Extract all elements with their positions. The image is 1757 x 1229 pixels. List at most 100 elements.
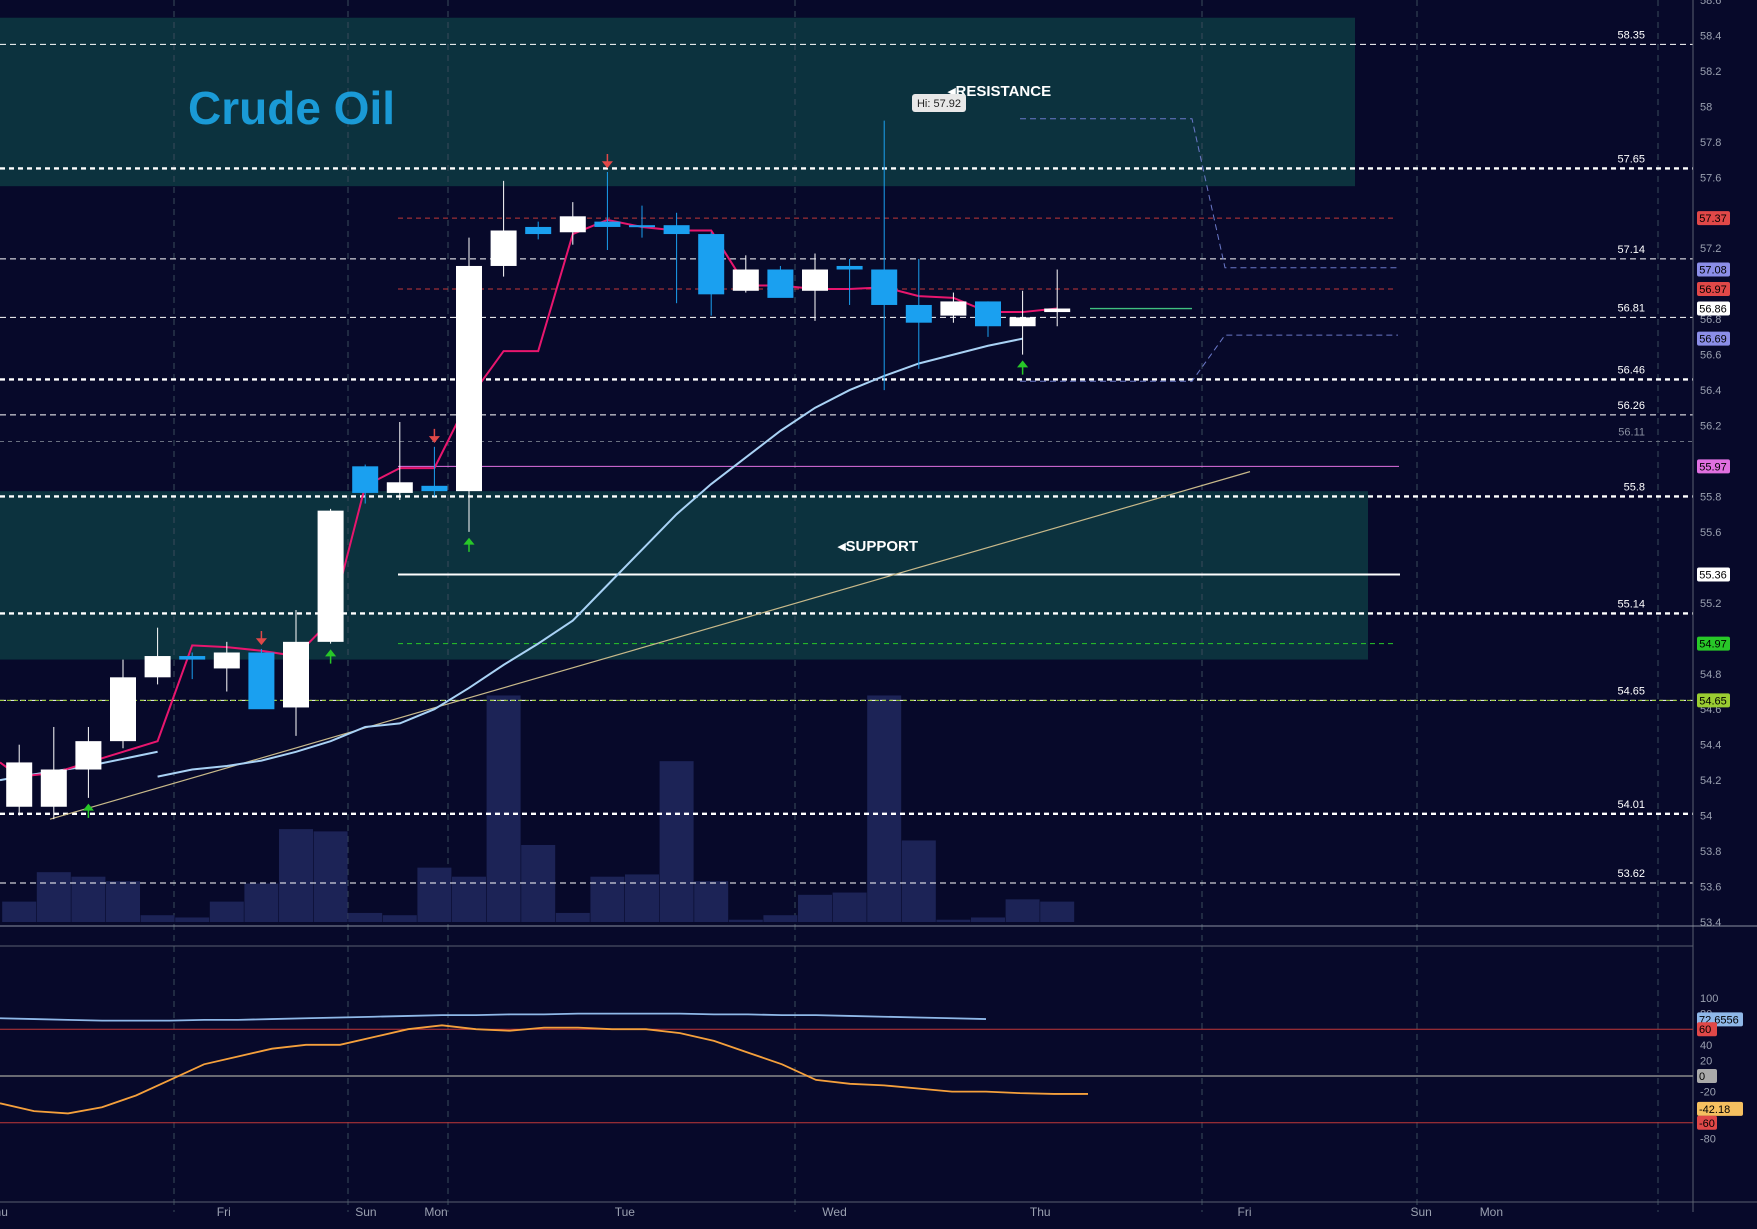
price-tag-box: [1697, 459, 1730, 474]
volume-bar: [590, 876, 625, 922]
candle-body: [386, 482, 413, 493]
oscillator-tick-label: 40: [1700, 1040, 1712, 1052]
candle-body: [629, 225, 655, 228]
price-tag-label: 56.86: [1699, 304, 1727, 316]
buy-signal-arrow: [1017, 360, 1029, 375]
volume-bar: [694, 881, 729, 922]
volume-bar: [209, 901, 244, 922]
oscillator-tag-label: -42.18: [1699, 1104, 1730, 1116]
price-tag-box: [1697, 301, 1730, 316]
candle-body: [594, 221, 621, 227]
oscillator-tick-label: 100: [1700, 993, 1718, 1005]
sma-line: [157, 337, 1023, 778]
price-tag-label: 56.69: [1699, 334, 1727, 346]
candle-body: [732, 269, 759, 291]
volume-bar: [1005, 899, 1040, 922]
price-tick-label: 58: [1700, 101, 1712, 113]
volume-bar: [348, 912, 383, 922]
buy-signal-arrow: [325, 649, 337, 664]
level-label: 56.26: [1617, 400, 1645, 412]
volume-bar: [417, 867, 452, 922]
price-tick-label: 53.4: [1700, 917, 1721, 929]
oscillator-tag-label: -60: [1699, 1118, 1715, 1130]
time-axis-label: Tue: [615, 1205, 636, 1219]
volume-bar: [71, 876, 106, 922]
oscillator-tick-label: -80: [1700, 1133, 1716, 1145]
price-tick-label: 54: [1700, 811, 1712, 823]
price-tag-box: [1697, 282, 1730, 297]
candle-body: [1009, 317, 1036, 327]
stochastic-line: [0, 1024, 1088, 1115]
volume-bar: [555, 912, 590, 922]
rsi-line: [0, 1012, 987, 1022]
level-label: 58.35: [1617, 29, 1645, 41]
candle-body: [871, 269, 898, 305]
candle-body: [802, 269, 828, 291]
volume-bar: [901, 840, 936, 922]
price-tag-box: [1697, 636, 1730, 651]
volume-bar: [832, 892, 867, 922]
candle-body: [40, 769, 67, 807]
price-tick-label: 58.4: [1700, 30, 1721, 42]
price-tick-label: 55.2: [1700, 598, 1721, 610]
time-axis-label: Mon: [1480, 1205, 1503, 1219]
price-tick-label: 53.6: [1700, 882, 1721, 894]
volume-bar: [175, 917, 210, 922]
volume-bar: [763, 915, 798, 922]
high-tag-label: Hi: 57.92: [917, 98, 961, 110]
projection-upper-line: [1020, 118, 1398, 269]
candle-body: [110, 677, 136, 742]
price-tick-label: 56.2: [1700, 421, 1721, 433]
price-tag-label: 57.08: [1699, 265, 1727, 277]
price-tick-label: 54.8: [1700, 669, 1721, 681]
candle-body: [663, 225, 690, 235]
price-tag-box: [1697, 331, 1730, 346]
price-tick-label: 56.4: [1700, 385, 1721, 397]
time-axis-label: Wed: [822, 1205, 846, 1219]
chart-title: Crude Oil: [188, 82, 395, 134]
oscillator-tag-label: 0: [1699, 1071, 1705, 1083]
candle-body: [6, 762, 33, 807]
price-tick-label: 55.6: [1700, 527, 1721, 539]
candle-body: [144, 656, 171, 678]
volume-bar: [140, 915, 175, 922]
level-label: 55.14: [1617, 598, 1645, 610]
oscillator-tag-box: [1697, 1069, 1717, 1083]
price-tag-label: 54.65: [1699, 695, 1727, 707]
price-tick-label: 56.8: [1700, 314, 1721, 326]
time-axis-label: Thu: [0, 1205, 8, 1219]
volume-bar: [313, 831, 348, 922]
candle-body: [975, 301, 1001, 327]
buy-signal-arrow: [463, 537, 475, 552]
volume-bar: [1040, 901, 1075, 922]
candle-body: [248, 652, 275, 710]
volume-bar: [728, 919, 763, 922]
price-tag-label: 54.97: [1699, 639, 1727, 651]
candle-body: [940, 301, 967, 316]
candle-body: [456, 265, 482, 492]
oscillator-tick-label: 20: [1700, 1055, 1712, 1067]
volume-bar: [382, 915, 417, 922]
level-label: 54.65: [1617, 685, 1645, 697]
price-tick-label: 54.2: [1700, 775, 1721, 787]
resistance-zone: [0, 17, 1355, 187]
price-tick-label: 55.8: [1700, 491, 1721, 503]
time-axis-label: Sun: [1411, 1205, 1432, 1219]
price-tag-box: [1697, 693, 1730, 708]
price-tag-label: 55.97: [1699, 461, 1727, 473]
candle-body: [1044, 308, 1071, 313]
level-label: 56.81: [1617, 302, 1645, 314]
oscillator-tag-box: [1697, 1115, 1717, 1130]
candle-body: [283, 641, 309, 708]
candle-body: [317, 510, 344, 642]
price-tag-label: 55.36: [1699, 569, 1727, 581]
volume-bar: [659, 761, 694, 922]
volume-bar: [279, 829, 313, 922]
price-tick-label: 58.6: [1700, 0, 1721, 7]
volume-bar: [521, 844, 556, 922]
oscillator-tick-label: -20: [1700, 1087, 1716, 1099]
time-axis-label: Thu: [1030, 1205, 1051, 1219]
candle-body: [559, 216, 586, 233]
volume-bar: [452, 876, 486, 922]
